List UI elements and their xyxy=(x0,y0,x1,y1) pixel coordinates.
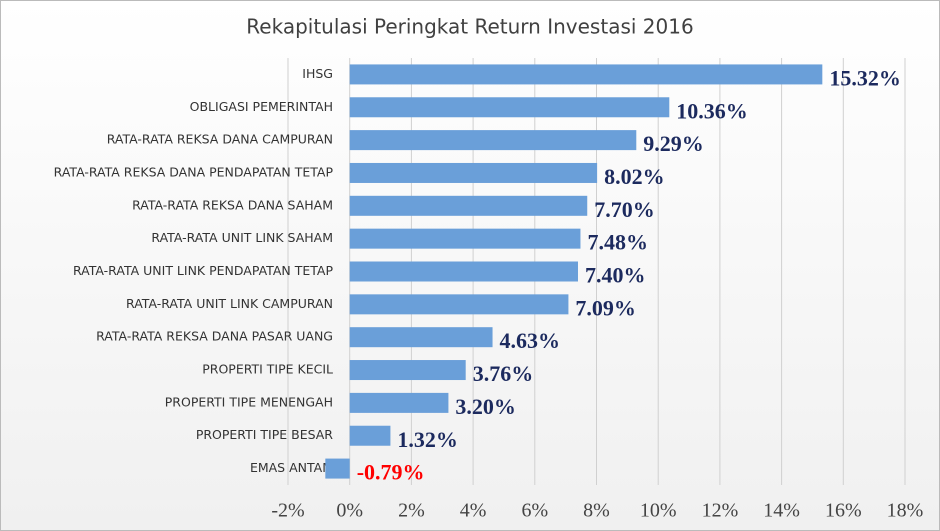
value-label: 7.09% xyxy=(575,295,636,320)
value-label: 9.29% xyxy=(643,131,704,156)
category-label: RATA-RATA REKSA DANA SAHAM xyxy=(132,197,333,212)
value-label: 7.40% xyxy=(585,263,646,288)
x-tick-label: 8% xyxy=(583,500,610,522)
value-label: 3.20% xyxy=(455,394,516,419)
category-label: RATA-RATA UNIT LINK CAMPURAN xyxy=(126,296,333,311)
x-tick-label: 16% xyxy=(825,500,862,522)
x-tick-label: 10% xyxy=(640,500,677,522)
category-label: RATA-RATA REKSA DANA PENDAPATAN TETAP xyxy=(54,164,334,179)
x-tick-label: 0% xyxy=(336,500,363,522)
value-label: 7.48% xyxy=(587,230,648,255)
bar xyxy=(325,458,350,479)
category-label: PROPERTI TIPE BESAR xyxy=(196,427,333,442)
bar xyxy=(349,130,637,151)
x-tick-label: 12% xyxy=(702,500,739,522)
bar xyxy=(349,64,823,85)
value-label: 7.70% xyxy=(594,197,655,222)
value-label: 8.02% xyxy=(604,164,665,189)
bar xyxy=(349,228,581,249)
x-tick-label: -2% xyxy=(271,500,304,522)
x-tick-label: 14% xyxy=(763,500,800,522)
category-label: EMAS ANTAM xyxy=(250,460,333,475)
category-label: RATA-RATA UNIT LINK PENDAPATAN TETAP xyxy=(73,263,333,278)
bar xyxy=(349,360,466,381)
x-tick-label: 6% xyxy=(521,500,548,522)
bar xyxy=(349,294,569,315)
bar xyxy=(349,97,670,118)
value-label: 4.63% xyxy=(500,328,561,353)
bar xyxy=(349,195,588,216)
value-label: 3.76% xyxy=(473,361,534,386)
category-label: PROPERTI TIPE MENENGAH xyxy=(165,394,333,409)
value-label: 15.32% xyxy=(829,65,901,90)
bar xyxy=(349,327,493,348)
category-label: IHSG xyxy=(302,66,333,81)
value-label: -0.79% xyxy=(357,460,425,485)
x-tick-label: 4% xyxy=(460,500,487,522)
bar xyxy=(349,261,578,282)
value-label: 1.32% xyxy=(397,427,458,452)
category-label: OBLIGASI PEMERINTAH xyxy=(190,99,333,114)
bar xyxy=(349,425,391,446)
bar xyxy=(349,392,449,413)
category-label: RATA-RATA UNIT LINK SAHAM xyxy=(151,230,333,245)
category-label: RATA-RATA REKSA DANA CAMPURAN xyxy=(107,132,333,147)
x-tick-label: 2% xyxy=(398,500,425,522)
bar xyxy=(349,162,598,183)
category-label: RATA-RATA REKSA DANA PASAR UANG xyxy=(96,329,333,344)
value-label: 10.36% xyxy=(676,98,748,123)
chart-title: Rekapitulasi Peringkat Return Investasi … xyxy=(246,15,693,39)
category-label: PROPERTI TIPE KECIL xyxy=(202,362,333,377)
x-tick-label: 18% xyxy=(887,500,924,522)
